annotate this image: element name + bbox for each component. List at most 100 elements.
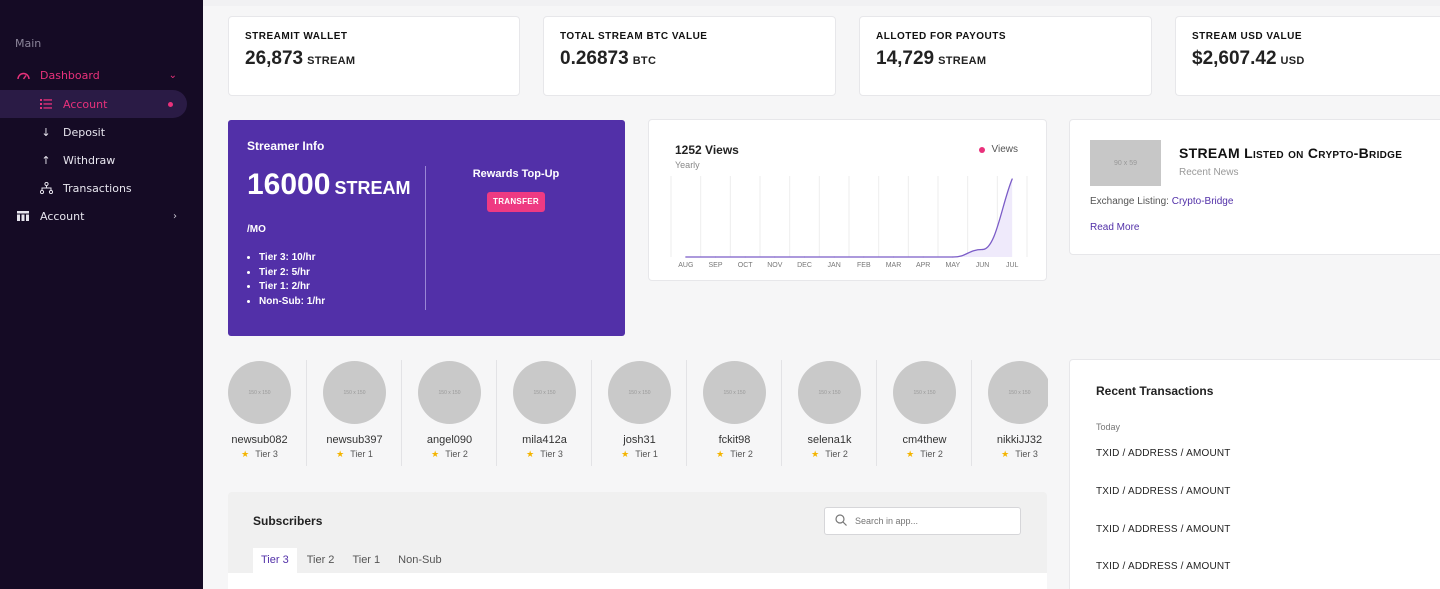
divider	[781, 360, 782, 466]
avatar: 150 x 150	[228, 361, 291, 424]
tab-tier-3[interactable]: Tier 3	[253, 548, 297, 573]
search-box	[824, 507, 1021, 535]
active-indicator	[168, 101, 173, 107]
news-line-prefix: Exchange Listing:	[1090, 196, 1169, 207]
hierarchy-icon	[39, 182, 53, 194]
news-title: STREAM Listed on Crypto-Bridge	[1179, 145, 1403, 161]
subscriber-tier: Tier 1	[350, 449, 373, 459]
tier-rate: Tier 1: 2/hr	[259, 280, 325, 295]
read-more-link[interactable]: Read More	[1090, 222, 1140, 233]
streamer-per: /MO	[247, 224, 266, 235]
sidebar-item-label: Transactions	[63, 181, 132, 195]
sidebar-item-label: Account	[63, 97, 108, 111]
star-icon: ★	[241, 449, 250, 459]
subscriber-tier: Tier 2	[920, 449, 943, 459]
search-input[interactable]	[855, 516, 1005, 526]
subscriber-name: nikkiJJ32	[996, 434, 1043, 446]
chart-subtitle: Yearly	[675, 160, 700, 170]
legend-label: Views	[991, 144, 1019, 155]
crypto-bridge-link[interactable]: Crypto-Bridge	[1171, 196, 1234, 207]
sidebar-item-dashboard[interactable]: Dashboard ⌄	[0, 61, 187, 89]
star-icon: ★	[431, 449, 440, 459]
subscriber-card[interactable]: 150 x 150 nikkiJJ32 ★ Tier 3	[972, 356, 1048, 466]
divider	[971, 360, 972, 466]
subscriber-card[interactable]: 150 x 150 josh31 ★ Tier 1	[592, 356, 687, 466]
sidebar-item-transactions[interactable]: Transactions	[0, 174, 187, 202]
subscriber-name: mila412a	[522, 434, 567, 446]
top-bar	[203, 0, 1440, 6]
divider	[591, 360, 592, 466]
series-line-views	[685, 178, 1013, 258]
table-icon	[16, 211, 30, 221]
x-tick-label: AUG	[678, 262, 693, 269]
star-icon: ★	[526, 449, 535, 459]
sidebar-item-label: Withdraw	[63, 153, 116, 167]
gauge-icon	[16, 71, 30, 80]
transaction-row[interactable]: TXID / ADDRESS / AMOUNT	[1096, 561, 1231, 572]
sidebar-item-deposit[interactable]: ↓ Deposit	[0, 118, 187, 146]
subscribers-title: Subscribers	[253, 514, 323, 528]
sidebar-item-account[interactable]: Account	[0, 90, 187, 118]
chevron-right-icon: ›	[173, 210, 177, 222]
divider	[401, 360, 402, 466]
sidebar-item-label: Deposit	[63, 125, 106, 139]
tier-rate: Tier 3: 10/hr	[259, 251, 325, 266]
subscriber-name: fckit98	[718, 434, 751, 446]
stat-unit: STREAM	[307, 55, 356, 67]
stat-value: $2,607.42	[1192, 48, 1277, 69]
subscriber-card[interactable]: 150 x 150 newsub397 ★ Tier 1	[307, 356, 402, 466]
subscriber-tier: Tier 1	[635, 449, 658, 459]
stat-card-usd: STREAM USD VALUE $2,607.42 USD	[1175, 16, 1440, 96]
sidebar-item-withdraw[interactable]: ↑ Withdraw	[0, 146, 187, 174]
divider	[876, 360, 877, 466]
subscriber-card[interactable]: 150 x 150 newsub082 ★ Tier 3	[228, 356, 307, 466]
subscriber-tier: Tier 3	[540, 449, 563, 459]
streamer-unit: STREAM	[334, 178, 411, 198]
tab-tier-1[interactable]: Tier 1	[352, 554, 381, 566]
avatar: 150 x 150	[798, 361, 861, 424]
tab-tier-2[interactable]: Tier 2	[306, 554, 335, 566]
transaction-row[interactable]: TXID / ADDRESS / AMOUNT	[1096, 448, 1231, 459]
avatar: 150 x 150	[418, 361, 481, 424]
stat-unit: USD	[1280, 55, 1305, 67]
subscriber-tier: Tier 2	[730, 449, 753, 459]
x-tick-label: NOV	[767, 262, 783, 269]
data-point	[863, 256, 865, 258]
star-icon: ★	[336, 449, 345, 459]
data-point	[803, 256, 806, 258]
subscriber-tier: Tier 2	[445, 449, 468, 459]
transaction-row[interactable]: TXID / ADDRESS / AMOUNT	[1096, 486, 1231, 497]
subscriber-tier: Tier 3	[255, 449, 278, 459]
data-point	[685, 256, 687, 258]
subscriber-card[interactable]: 150 x 150 cm4thew ★ Tier 2	[877, 356, 972, 466]
subscriber-tier: Tier 3	[1015, 449, 1038, 459]
tier-rate: Tier 2: 5/hr	[259, 266, 325, 281]
sidebar-item-account-group[interactable]: Account ›	[0, 202, 187, 230]
subscriber-card[interactable]: 150 x 150 fckit98 ★ Tier 2	[687, 356, 782, 466]
stat-value: 14,729	[876, 48, 935, 69]
transfer-button[interactable]: TRANSFER	[487, 192, 545, 212]
transaction-row[interactable]: TXID / ADDRESS / AMOUNT	[1096, 524, 1231, 535]
sidebar-section-label: Main	[15, 37, 42, 50]
x-tick-label: MAR	[886, 262, 902, 269]
x-tick-label: FEB	[857, 262, 871, 269]
stat-value: 0.26873	[560, 48, 629, 69]
stat-unit: BTC	[632, 55, 657, 67]
divider	[686, 360, 687, 466]
views-chart-card: AUG SEP OCT NOV DEC JAN FEB MAR APR MAY JUN JUL 125…	[648, 119, 1047, 281]
news-line: Exchange Listing: Crypto-Bridge	[1090, 196, 1233, 207]
avatar: 150 x 150	[608, 361, 671, 424]
data-point	[744, 256, 746, 258]
data-point	[952, 256, 954, 258]
stat-unit: STREAM	[938, 55, 987, 67]
avatar: 150 x 150	[513, 361, 576, 424]
subscriber-card[interactable]: 150 x 150 angel090 ★ Tier 2	[402, 356, 497, 466]
subscriber-card[interactable]: 150 x 150 selena1k ★ Tier 2	[782, 356, 877, 466]
sidebar-item-label: Dashboard	[40, 68, 100, 82]
chart-title: 1252 Views	[675, 143, 739, 157]
subscriber-card[interactable]: 150 x 150 mila412a ★ Tier 3	[497, 356, 592, 466]
tier-tabs: Tier 3 Tier 2 Tier 1 Non-Sub	[253, 548, 452, 573]
avatar: 150 x 150	[323, 361, 386, 424]
tab-non-sub[interactable]: Non-Sub	[398, 554, 442, 566]
